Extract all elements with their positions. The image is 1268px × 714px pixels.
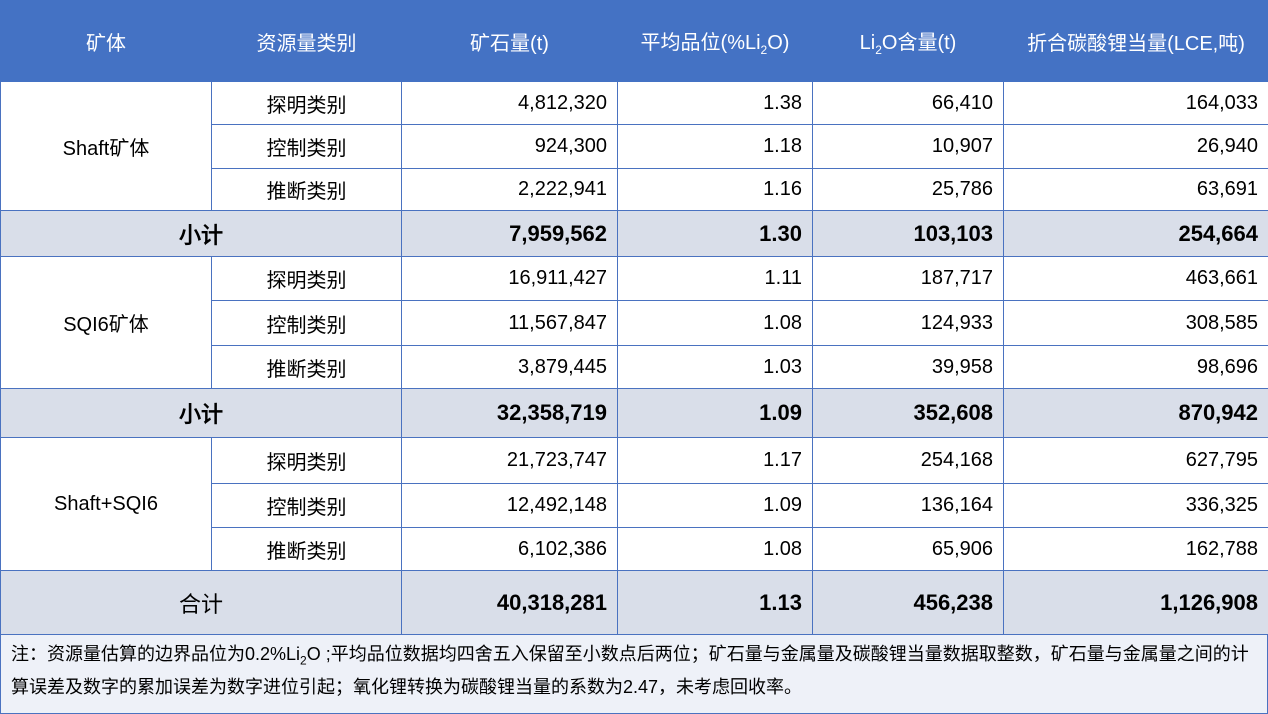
value-cell: 16,911,427 bbox=[401, 256, 618, 301]
value-cell: 25,786 bbox=[812, 168, 1004, 211]
value-cell: 162,788 bbox=[1003, 527, 1268, 571]
value-cell: 1.08 bbox=[617, 527, 813, 571]
table-row: 推断类别 2,222,941 1.16 25,786 63,691 bbox=[1, 168, 1268, 211]
subtotal-value: 32,358,719 bbox=[401, 388, 618, 438]
value-cell: 136,164 bbox=[812, 483, 1004, 528]
table-row: SQI6矿体 探明类别 16,911,427 1.11 187,717 463,661 bbox=[0, 256, 1268, 389]
subtotal-value: 1.09 bbox=[617, 388, 813, 438]
subtotal-value: 352,608 bbox=[812, 388, 1004, 438]
value-cell: 39,958 bbox=[812, 345, 1004, 389]
subtotal-value: 40,318,281 bbox=[401, 570, 618, 635]
total-row: 合计 40,318,281 1.13 456,238 1,126,908 bbox=[0, 570, 1268, 635]
header-category: 资源量类别 bbox=[211, 0, 402, 82]
header-li2o-content: Li2O含量(t) bbox=[812, 0, 1004, 82]
category-cell: 推断类别 bbox=[211, 527, 402, 571]
value-cell: 3,879,445 bbox=[401, 345, 618, 389]
value-cell: 21,723,747 bbox=[401, 437, 618, 484]
subtotal-value: 456,238 bbox=[812, 570, 1004, 635]
value-cell: 124,933 bbox=[812, 300, 1004, 346]
value-cell: 1.11 bbox=[617, 256, 813, 301]
subtotal-value: 1.30 bbox=[617, 210, 813, 257]
value-cell: 1.16 bbox=[617, 168, 813, 211]
table-row: 控制类别 924,300 1.18 10,907 26,940 bbox=[1, 124, 1268, 169]
value-cell: 6,102,386 bbox=[401, 527, 618, 571]
resource-table: 矿体 资源量类别 矿石量(t) 平均品位(%Li2O) Li2O含量(t) 折合… bbox=[0, 0, 1268, 635]
value-cell: 1.09 bbox=[617, 483, 813, 528]
table-row: 控制类别 12,492,148 1.09 136,164 336,325 bbox=[1, 483, 1268, 528]
category-cell: 探明类别 bbox=[211, 256, 402, 301]
table-row: 推断类别 3,879,445 1.03 39,958 98,696 bbox=[1, 345, 1268, 389]
value-cell: 65,906 bbox=[812, 527, 1004, 571]
category-cell: 探明类别 bbox=[211, 81, 402, 125]
header-avg-grade: 平均品位(%Li2O) bbox=[617, 0, 813, 82]
subtotal-value: 7,959,562 bbox=[401, 210, 618, 257]
value-cell: 11,567,847 bbox=[401, 300, 618, 346]
ore-body-name: Shaft+SQI6 bbox=[0, 437, 212, 571]
value-cell: 627,795 bbox=[1003, 437, 1268, 484]
footnote: 注：资源量估算的边界品位为0.2%Li2O ;平均品位数据均四舍五入保留至小数点… bbox=[0, 634, 1268, 714]
ore-body-name: Shaft矿体 bbox=[0, 81, 212, 211]
ore-body-name: SQI6矿体 bbox=[0, 256, 212, 389]
value-cell: 2,222,941 bbox=[401, 168, 618, 211]
subtotal-value: 254,664 bbox=[1003, 210, 1268, 257]
value-cell: 26,940 bbox=[1003, 124, 1268, 169]
subtotal-value: 1.13 bbox=[617, 570, 813, 635]
value-cell: 254,168 bbox=[812, 437, 1004, 484]
subtotal-value: 103,103 bbox=[812, 210, 1004, 257]
value-cell: 10,907 bbox=[812, 124, 1004, 169]
header-lce: 折合碳酸锂当量(LCE,吨) bbox=[1003, 0, 1268, 82]
value-cell: 98,696 bbox=[1003, 345, 1268, 389]
subtotal-label: 小计 bbox=[0, 388, 402, 438]
value-cell: 1.03 bbox=[617, 345, 813, 389]
category-cell: 推断类别 bbox=[211, 168, 402, 211]
value-cell: 187,717 bbox=[812, 256, 1004, 301]
category-cell: 控制类别 bbox=[211, 483, 402, 528]
table-row: Shaft矿体 探明类别 4,812,320 1.38 66,410 164,033 bbox=[0, 81, 1268, 211]
value-cell: 1.38 bbox=[617, 81, 813, 125]
value-cell: 924,300 bbox=[401, 124, 618, 169]
subtotal-value: 870,942 bbox=[1003, 388, 1268, 438]
table-row: Shaft+SQI6 探明类别 21,723,747 1.17 254,168 627,7… bbox=[0, 437, 1268, 571]
table-row: 控制类别 11,567,847 1.08 124,933 308,585 bbox=[1, 300, 1268, 346]
subtotal-row: 小计 32,358,719 1.09 352,608 870,942 bbox=[0, 388, 1268, 438]
value-cell: 308,585 bbox=[1003, 300, 1268, 346]
header-ore-tonnage: 矿石量(t) bbox=[401, 0, 618, 82]
category-cell: 控制类别 bbox=[211, 124, 402, 169]
category-cell: 控制类别 bbox=[211, 300, 402, 346]
subtotal-value: 1,126,908 bbox=[1003, 570, 1268, 635]
value-cell: 463,661 bbox=[1003, 256, 1268, 301]
value-cell: 1.08 bbox=[617, 300, 813, 346]
value-cell: 66,410 bbox=[812, 81, 1004, 125]
header-row: 矿体 资源量类别 矿石量(t) 平均品位(%Li2O) Li2O含量(t) 折合… bbox=[0, 0, 1268, 82]
value-cell: 63,691 bbox=[1003, 168, 1268, 211]
value-cell: 1.18 bbox=[617, 124, 813, 169]
category-cell: 推断类别 bbox=[211, 345, 402, 389]
subtotal-label: 合计 bbox=[0, 570, 402, 635]
subtotal-label: 小计 bbox=[0, 210, 402, 257]
subtotal-row: 小计 7,959,562 1.30 103,103 254,664 bbox=[0, 210, 1268, 257]
value-cell: 1.17 bbox=[617, 437, 813, 484]
header-ore-body: 矿体 bbox=[0, 0, 212, 82]
value-cell: 12,492,148 bbox=[401, 483, 618, 528]
value-cell: 4,812,320 bbox=[401, 81, 618, 125]
category-cell: 探明类别 bbox=[211, 437, 402, 484]
table-row: 推断类别 6,102,386 1.08 65,906 162,788 bbox=[1, 527, 1268, 571]
value-cell: 336,325 bbox=[1003, 483, 1268, 528]
value-cell: 164,033 bbox=[1003, 81, 1268, 125]
